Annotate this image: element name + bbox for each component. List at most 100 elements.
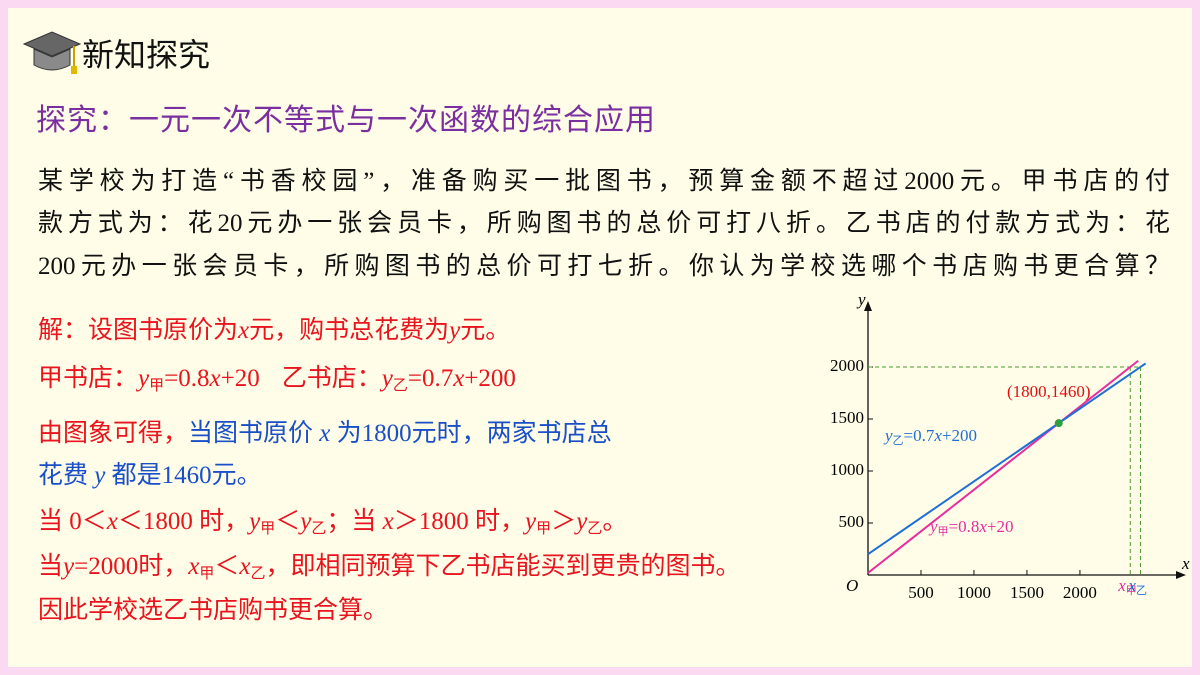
- var: x: [106, 508, 118, 535]
- problem-line: 某学校为打造“书香校园”，准备购买一批图书，预算金额不超过2000元。甲书店的付: [38, 168, 1170, 195]
- label-part: y: [883, 426, 893, 445]
- subscript: 乙: [250, 565, 266, 582]
- solution-line: 甲书店：y甲=0.8x+20 乙书店：y乙=0.7x+200: [38, 358, 516, 395]
- x-tick-label: 1000: [957, 583, 991, 602]
- subscript: 甲: [536, 520, 552, 537]
- text: 元。: [460, 317, 511, 344]
- var: x: [453, 365, 465, 392]
- solution-line: 当y=2000时，x甲＜x乙，即相同预算下乙书店能买到更贵的图书。: [38, 546, 741, 583]
- title: 新知探究: [82, 37, 211, 73]
- var: y: [449, 317, 461, 344]
- text: 都是1460元。: [105, 462, 262, 489]
- label-part: =0.7: [904, 426, 935, 445]
- text: 当: [38, 553, 64, 580]
- var: x: [382, 508, 394, 535]
- text: 花费: [38, 462, 95, 489]
- subscript: 乙: [311, 520, 327, 537]
- subscript: 甲: [149, 377, 165, 394]
- var: y: [249, 508, 261, 535]
- text: =2000时，: [74, 553, 189, 580]
- text: 乙书店：: [281, 365, 382, 392]
- x-tick-label: 500: [908, 583, 934, 602]
- text: +20: [220, 365, 260, 392]
- text: 因此学校选乙书店购书更合算。: [38, 597, 389, 624]
- subscript: 乙: [587, 520, 603, 537]
- chart: xyO 500 1000 1500 2000500100015002000x甲x乙y甲=…: [830, 290, 1190, 602]
- var: y: [300, 508, 312, 535]
- var: y: [381, 365, 393, 392]
- label-part: 甲: [938, 526, 949, 538]
- var: x: [239, 553, 251, 580]
- solution-line: 当 0＜x＜1800 时，y甲＜y乙；当 x＞1800 时，y甲＞y乙。: [38, 501, 627, 538]
- var: y: [138, 365, 150, 392]
- subscript: 甲: [199, 565, 215, 582]
- y-axis-label: y: [856, 290, 866, 309]
- text: ＜1800 时，: [117, 508, 250, 535]
- text: 甲书店：: [38, 365, 139, 392]
- subscript: 乙: [392, 377, 408, 394]
- text: 。: [602, 508, 628, 535]
- intersection-point: [1054, 419, 1063, 428]
- x-axis-label: x: [1181, 554, 1190, 573]
- annotation: y乙=0.7x+200: [883, 426, 977, 447]
- solution-line: 由图象可得，当图书原价 x 为1800元时，两家书店总: [38, 413, 612, 449]
- heading: 探究：一元一次不等式与一次函数的综合应用: [36, 104, 656, 137]
- var: x: [238, 317, 250, 344]
- hat-icon: [22, 31, 82, 74]
- text: 元，购书总花费为: [249, 317, 450, 344]
- var: y: [576, 508, 588, 535]
- x-tick-label: 2000: [1063, 583, 1097, 602]
- label-part: =0.8: [949, 517, 980, 536]
- label-part: x: [1117, 576, 1126, 595]
- text: 当图书原价: [188, 420, 320, 447]
- x-arrow: [1176, 571, 1186, 579]
- label-part: 乙: [893, 434, 904, 447]
- label-part: x: [933, 426, 942, 445]
- text: =0.8: [164, 365, 210, 392]
- var: x: [319, 420, 331, 447]
- label-part: +20: [987, 517, 1014, 536]
- text: +200: [464, 365, 516, 392]
- x-tick-label: 1500: [1010, 583, 1044, 602]
- text: =0.7: [407, 365, 454, 392]
- annotation: x乙: [1127, 576, 1147, 597]
- annotation: y甲=0.8x+20: [928, 517, 1014, 538]
- label-part: +200: [942, 426, 977, 445]
- y-tick-label: 1000: [830, 460, 864, 479]
- text: 解：设图书原价为: [38, 317, 239, 344]
- subscript: 甲: [260, 520, 276, 537]
- label-part: 甲: [1126, 585, 1137, 597]
- y-tick-label: 2000: [830, 356, 864, 375]
- text: ＞1800 时，: [393, 508, 526, 535]
- var: y: [525, 508, 537, 535]
- origin-label: O: [846, 576, 858, 595]
- label-part: y: [928, 517, 938, 536]
- solution-line: 解：设图书原价为x元，购书总花费为y元。: [38, 310, 510, 346]
- point-label: (1800,1460): [1007, 382, 1091, 401]
- label-part: x: [978, 517, 987, 536]
- solution-line: 因此学校选乙书店购书更合算。: [38, 590, 388, 626]
- slide-body: [8, 8, 1192, 667]
- solution-line: 花费 y 都是1460元。: [38, 455, 262, 491]
- series-line: [867, 362, 1147, 556]
- text: ＞: [551, 508, 577, 535]
- text: 当 0＜: [38, 508, 107, 535]
- y-tick-label: 1500: [830, 408, 864, 427]
- y-arrow: [864, 301, 872, 311]
- text: ＜: [275, 508, 301, 535]
- problem-line: 款方式为：花20元办一张会员卡，所购图书的总价可打八折。乙书店的付款方式为：花: [38, 210, 1170, 237]
- label-part: x: [1127, 576, 1136, 595]
- var: x: [188, 553, 200, 580]
- text: ，即相同预算下乙书店能买到更贵的图书。: [265, 553, 741, 580]
- var: y: [63, 553, 75, 580]
- var: y: [94, 462, 106, 489]
- var: x: [209, 365, 221, 392]
- y-tick-label: 500: [839, 512, 865, 531]
- text: 由图象可得，: [38, 420, 189, 447]
- text: ；当: [326, 508, 383, 535]
- annotation: x甲: [1117, 576, 1137, 597]
- text: ＜: [214, 553, 240, 580]
- problem-line: 200元办一张会员卡，所购图书的总价可打七折。你认为学校选哪个书店购书更合算？: [38, 253, 1170, 280]
- text: 为1800元时，两家书店总: [330, 420, 612, 447]
